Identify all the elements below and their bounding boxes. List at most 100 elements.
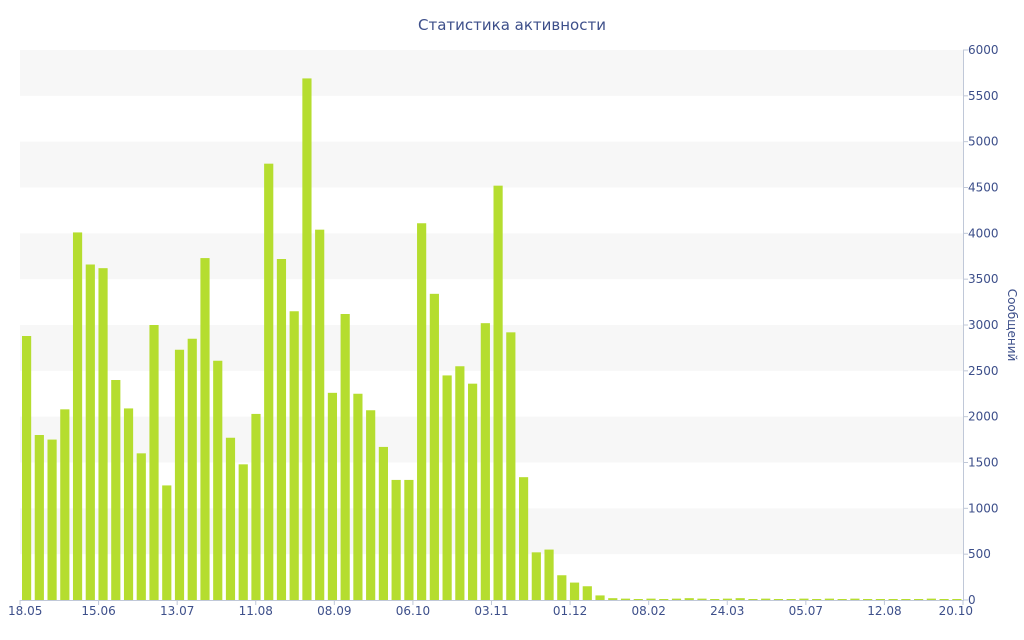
bar[interactable] xyxy=(773,599,784,600)
x-tick-label: 05.07 xyxy=(789,604,823,618)
bar[interactable] xyxy=(531,552,541,600)
y-tick-label: 5500 xyxy=(968,89,999,103)
y-tick-label: 6000 xyxy=(968,43,999,57)
bar[interactable] xyxy=(557,575,567,600)
grid-band xyxy=(20,50,963,96)
x-tick-label: 24.03 xyxy=(710,604,744,618)
bar[interactable] xyxy=(480,323,490,600)
y-tick-label: 1000 xyxy=(968,501,999,515)
bar[interactable] xyxy=(340,314,350,600)
grid-band xyxy=(20,141,963,188)
x-tick-label: 20.10 xyxy=(939,604,973,618)
bar[interactable] xyxy=(875,599,885,600)
bar[interactable] xyxy=(327,392,338,600)
bar[interactable] xyxy=(417,223,427,600)
bar[interactable] xyxy=(378,446,388,600)
x-tick-label: 18.05 xyxy=(8,604,42,618)
bar[interactable] xyxy=(544,549,554,600)
bar[interactable] xyxy=(863,599,873,600)
x-tick-label: 01.12 xyxy=(553,604,587,618)
bar[interactable] xyxy=(595,595,605,600)
y-tick-label: 5000 xyxy=(968,135,999,149)
y-axis-ticks: 0 500 1000 1500 2000 2500 3000 3500 4000 4500 5000… xyxy=(963,43,999,607)
bar[interactable] xyxy=(111,380,121,600)
x-tick-label: 11.08 xyxy=(239,604,273,618)
bar[interactable] xyxy=(98,268,108,600)
bar[interactable] xyxy=(786,599,796,600)
bar[interactable] xyxy=(455,366,465,600)
bar[interactable] xyxy=(72,232,83,601)
bar[interactable] xyxy=(506,332,516,600)
bar[interactable] xyxy=(149,325,159,600)
bar[interactable] xyxy=(276,259,287,600)
bar[interactable] xyxy=(85,264,95,601)
bar[interactable] xyxy=(633,599,643,600)
bar[interactable] xyxy=(238,464,248,600)
bar[interactable] xyxy=(850,598,860,601)
bar[interactable] xyxy=(442,375,452,600)
bar[interactable] xyxy=(404,479,414,600)
y-tick-label: 4500 xyxy=(968,181,999,195)
y-tick-label: 500 xyxy=(968,547,991,561)
bar[interactable] xyxy=(646,598,656,601)
bar[interactable] xyxy=(315,229,325,601)
bar[interactable] xyxy=(493,185,503,601)
bar[interactable] xyxy=(22,336,32,600)
bar[interactable] xyxy=(391,479,401,600)
bar[interactable] xyxy=(697,598,707,601)
bar[interactable] xyxy=(748,599,758,600)
bar[interactable] xyxy=(582,586,592,600)
y-tick-label: 2500 xyxy=(968,364,999,378)
y-axis-title: Сообщений xyxy=(1005,289,1019,362)
bar[interactable] xyxy=(888,599,898,600)
bar[interactable] xyxy=(659,599,669,600)
bar[interactable] xyxy=(952,599,962,600)
bar[interactable] xyxy=(799,598,809,601)
bar[interactable] xyxy=(251,413,261,600)
bar[interactable] xyxy=(671,598,682,601)
bar[interactable] xyxy=(47,439,57,600)
bar[interactable] xyxy=(174,349,185,600)
bar[interactable] xyxy=(939,599,949,600)
y-tick-label: 3000 xyxy=(968,318,999,332)
bar[interactable] xyxy=(60,409,70,600)
bar[interactable] xyxy=(225,437,236,600)
bar[interactable] xyxy=(914,599,924,600)
bar[interactable] xyxy=(901,599,911,600)
bar[interactable] xyxy=(289,311,299,600)
bar[interactable] xyxy=(684,598,694,600)
bar[interactable] xyxy=(569,582,580,600)
bar[interactable] xyxy=(710,599,720,600)
y-tick-label: 3500 xyxy=(968,272,999,286)
y-tick-label: 1500 xyxy=(968,456,999,470)
bar[interactable] xyxy=(187,338,197,600)
bar[interactable] xyxy=(812,599,822,600)
bar[interactable] xyxy=(761,598,771,601)
x-axis-ticks: 18.05 15.06 13.07 11.08 08.09 06.10 03.11 01.12… xyxy=(8,600,973,618)
bar[interactable] xyxy=(429,293,439,600)
bar[interactable] xyxy=(468,383,478,600)
bar[interactable] xyxy=(34,435,44,600)
bar[interactable] xyxy=(162,485,172,600)
bar[interactable] xyxy=(302,78,312,601)
grid-band xyxy=(20,233,963,280)
bar[interactable] xyxy=(518,477,529,600)
bar[interactable] xyxy=(264,163,274,601)
bar[interactable] xyxy=(353,393,363,600)
bar[interactable] xyxy=(200,258,210,600)
bar[interactable] xyxy=(608,598,618,600)
bar[interactable] xyxy=(735,598,745,600)
bar[interactable] xyxy=(824,598,834,601)
bar[interactable] xyxy=(620,598,631,601)
bar[interactable] xyxy=(123,408,134,600)
bar[interactable] xyxy=(837,599,847,600)
bars xyxy=(22,78,962,601)
bar[interactable] xyxy=(136,453,146,600)
bar[interactable] xyxy=(926,598,936,601)
bar[interactable] xyxy=(722,598,733,601)
grid-band xyxy=(20,508,963,555)
bar[interactable] xyxy=(366,410,376,600)
bar[interactable] xyxy=(213,360,223,600)
x-tick-label: 12.08 xyxy=(867,604,901,618)
